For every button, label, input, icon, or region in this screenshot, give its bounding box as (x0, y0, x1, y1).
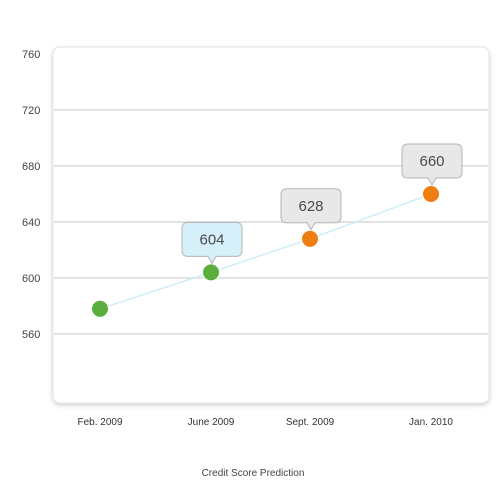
data-point-actual (91, 299, 109, 318)
x-tick-label: Feb. 2009 (77, 417, 122, 428)
series-line (99, 193, 432, 310)
plot-area (52, 46, 490, 404)
y-tick-label: 600 (22, 273, 40, 285)
data-point-predicted (301, 229, 319, 248)
y-tick-label: 560 (22, 329, 40, 341)
x-tick-label: Jan. 2010 (409, 417, 453, 428)
data-label-box (181, 221, 243, 265)
data-label: 628 (298, 198, 323, 215)
y-tick-label: 680 (22, 161, 40, 173)
x-tick-label: June 2009 (188, 417, 235, 428)
data-label: 660 (419, 153, 444, 170)
series-line-layer (99, 193, 432, 310)
data-labels: 604 628 660 (181, 143, 463, 265)
y-axis-ticks: 560 600 640 680 720 760 (22, 49, 40, 341)
x-axis-ticks: Feb. 2009 June 2009 Sept. 2009 Jan. 2010 (77, 417, 453, 428)
data-label-box (401, 143, 463, 187)
y-tick-label: 720 (22, 105, 40, 117)
y-tick-label: 640 (22, 217, 40, 229)
data-point-actual (202, 263, 220, 282)
chart-caption: Credit Score Prediction (202, 468, 305, 479)
data-points (91, 185, 440, 318)
data-label: 604 (199, 231, 224, 248)
data-point-predicted (422, 185, 440, 203)
x-tick-label: Sept. 2009 (286, 417, 335, 428)
data-label-box (280, 188, 342, 231)
y-tick-label: 760 (22, 49, 40, 61)
